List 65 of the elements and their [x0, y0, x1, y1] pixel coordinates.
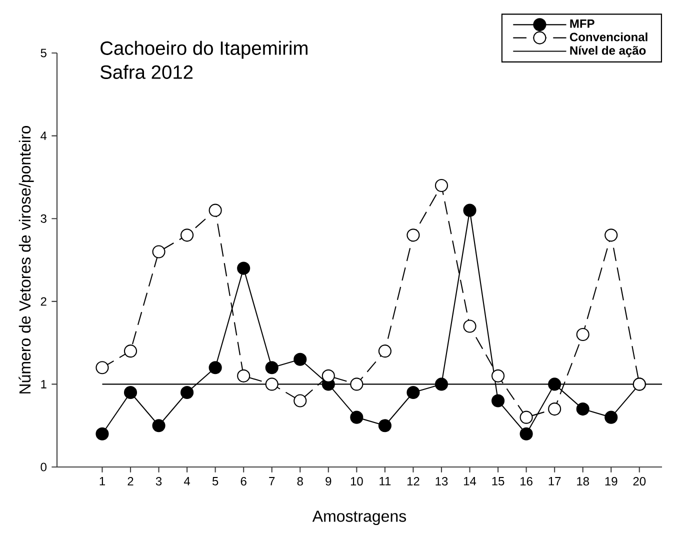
point: [124, 386, 138, 400]
legend-label: MFP: [570, 20, 594, 28]
point: [434, 378, 448, 391]
x-tick-label: 2: [128, 477, 134, 486]
legend-label: Convencional: [570, 32, 648, 42]
point: [463, 204, 476, 217]
chart-title: Cachoeiro do Itapemirim: [100, 40, 308, 59]
x-tick-label: 8: [297, 477, 303, 486]
point: [294, 352, 307, 366]
legend-label: Nível de ação: [570, 46, 646, 58]
point: [548, 378, 562, 391]
x-tick-label: 16: [520, 477, 532, 486]
point: [604, 410, 618, 424]
x-tick-label: 15: [492, 477, 504, 486]
point: [265, 361, 278, 374]
y-tick-label: 5: [40, 48, 46, 58]
x-tick-label: 1: [100, 477, 105, 486]
x-tick-label: 20: [633, 477, 646, 486]
point: [322, 369, 335, 382]
point: [152, 419, 166, 432]
x-tick-label: 17: [548, 477, 561, 486]
x-tick-label: 13: [436, 477, 448, 486]
y-axis-title: Número de Vetores de virose/ponteiro: [18, 126, 34, 394]
point: [406, 228, 420, 242]
x-tick-label: 14: [464, 477, 476, 486]
point: [491, 369, 505, 382]
x-tick-label: 19: [605, 477, 618, 486]
y-tick-label: 2: [40, 297, 46, 306]
point: [350, 378, 364, 391]
x-tick-label: 5: [212, 477, 218, 486]
x-tick-label: 6: [240, 477, 246, 486]
x-tick-label: 12: [407, 477, 420, 486]
point: [604, 228, 618, 242]
y-tick-label: 0: [40, 462, 46, 472]
point: [548, 402, 562, 416]
x-tick-label: 3: [156, 477, 162, 486]
point: [350, 410, 364, 424]
x-tick-label: 18: [577, 477, 589, 486]
point: [237, 262, 250, 275]
point: [180, 228, 194, 242]
x-tick-label: 11: [380, 477, 391, 486]
y-tick-label: 3: [40, 214, 46, 223]
point: [576, 328, 590, 342]
point: [378, 419, 392, 432]
point: [96, 427, 109, 440]
x-tick-label: 7: [269, 477, 275, 486]
point: [576, 402, 590, 416]
chart-subtitle: Safra 2012: [100, 64, 193, 79]
point: [406, 386, 420, 400]
point: [265, 378, 278, 391]
point: [378, 344, 392, 358]
point: [208, 204, 222, 217]
x-tick-label: 10: [350, 477, 363, 486]
y-tick-label: 4: [40, 132, 47, 140]
point: [463, 320, 476, 333]
y-tick-label: 1: [41, 380, 46, 388]
x-tick-label: 4: [184, 477, 190, 486]
point: [180, 386, 194, 400]
point: [434, 178, 448, 192]
point: [520, 427, 533, 440]
x-axis-title: Amostragens: [312, 510, 406, 526]
point: [208, 361, 222, 374]
point: [491, 394, 505, 408]
x-tick-label: 9: [326, 477, 332, 486]
point: [124, 344, 138, 358]
